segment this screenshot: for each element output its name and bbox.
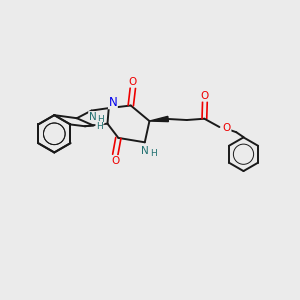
Text: N: N [109, 96, 117, 109]
Text: H: H [96, 122, 103, 130]
Text: H: H [150, 149, 157, 158]
Text: O: O [201, 91, 209, 101]
Text: N: N [89, 112, 97, 122]
Polygon shape [149, 116, 168, 122]
Text: O: O [129, 77, 137, 87]
Text: N: N [142, 146, 149, 155]
Text: H: H [97, 115, 104, 124]
Text: O: O [111, 156, 119, 166]
Text: O: O [223, 123, 231, 133]
